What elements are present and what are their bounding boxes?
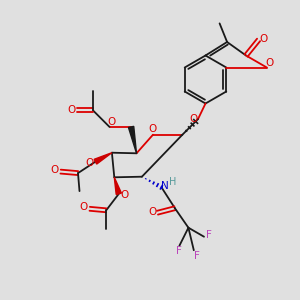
Polygon shape — [128, 126, 136, 153]
Text: O: O — [189, 114, 197, 124]
Text: O: O — [107, 116, 115, 127]
Text: O: O — [259, 34, 267, 44]
Text: O: O — [148, 124, 157, 134]
Polygon shape — [114, 177, 122, 194]
Text: O: O — [80, 202, 88, 212]
Text: H: H — [169, 177, 176, 187]
Text: O: O — [121, 190, 129, 200]
Text: O: O — [67, 105, 75, 116]
Text: F: F — [194, 250, 200, 261]
Text: O: O — [50, 165, 59, 175]
Polygon shape — [94, 153, 112, 164]
Text: F: F — [176, 245, 182, 256]
Text: O: O — [266, 58, 274, 68]
Text: F: F — [206, 230, 212, 240]
Text: N: N — [161, 181, 169, 191]
Text: O: O — [148, 207, 156, 217]
Text: O: O — [85, 158, 94, 168]
